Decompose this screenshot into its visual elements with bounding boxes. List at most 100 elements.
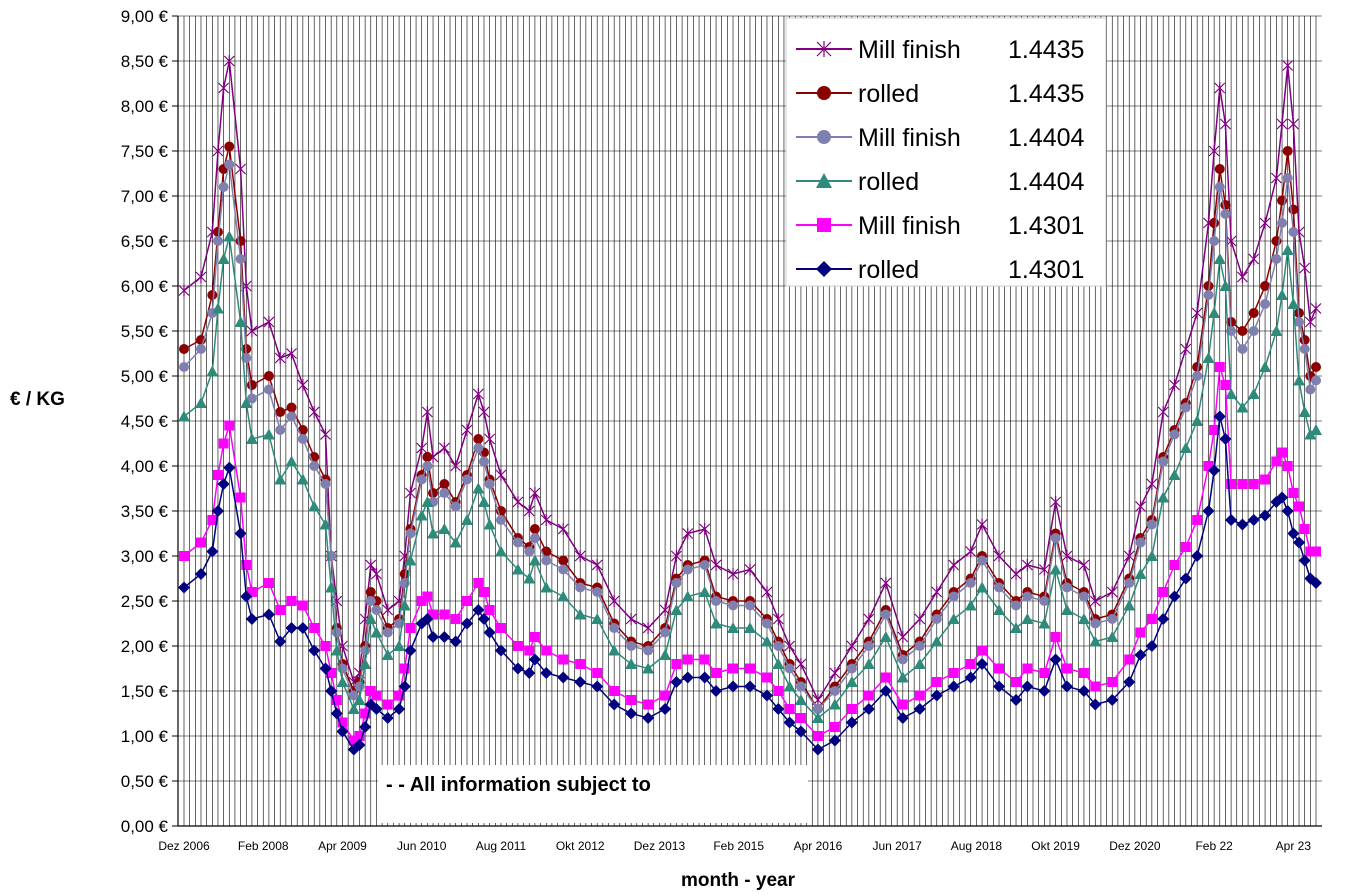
data-point	[1282, 146, 1293, 156]
data-point	[880, 672, 891, 683]
data-point	[1158, 456, 1169, 467]
data-point	[462, 474, 472, 485]
x-tick-label: Dez 2020	[1109, 839, 1161, 853]
data-point	[262, 428, 275, 440]
y-tick-label: 8,50 €	[121, 52, 169, 71]
data-point	[511, 563, 524, 575]
data-point	[1209, 236, 1220, 246]
x-axis: Dez 2006 Feb 2008 Apr 2009 Jun 2010 Aug 2011…	[158, 825, 1322, 853]
data-point	[1089, 698, 1102, 711]
data-point	[224, 141, 235, 152]
data-point	[478, 406, 490, 418]
y-tick-label: 6,00 €	[121, 277, 169, 296]
data-point	[421, 613, 434, 625]
data-point	[1298, 554, 1311, 567]
data-point	[1011, 600, 1022, 611]
data-point	[439, 488, 450, 498]
data-point	[1209, 218, 1220, 228]
data-point	[472, 482, 485, 494]
y-tick-label: 4,00 €	[121, 457, 169, 476]
data-point	[359, 658, 372, 669]
data-point	[234, 527, 247, 540]
data-point	[896, 712, 909, 724]
data-point	[783, 716, 796, 729]
data-point	[784, 663, 795, 674]
data-point	[1311, 546, 1321, 557]
data-point	[1061, 663, 1072, 674]
data-point	[760, 689, 773, 702]
data-point	[591, 680, 604, 693]
data-point	[371, 605, 382, 615]
data-point	[880, 609, 891, 620]
data-point	[381, 712, 394, 724]
data-point	[371, 690, 382, 701]
data-point	[428, 488, 439, 498]
data-point	[896, 671, 909, 683]
data-point	[422, 461, 433, 471]
data-point	[727, 568, 739, 580]
data-point	[1248, 308, 1259, 318]
data-point	[218, 82, 230, 94]
data-point	[309, 623, 320, 633]
data-point	[427, 631, 440, 643]
data-point	[1226, 479, 1237, 489]
data-point	[382, 699, 393, 710]
data-point	[574, 676, 587, 688]
data-point	[1259, 361, 1272, 372]
data-point	[1270, 325, 1283, 336]
data-point	[245, 613, 258, 625]
data-point	[428, 609, 439, 620]
data-point	[1276, 491, 1289, 504]
data-point	[246, 380, 257, 390]
legend-marker	[816, 261, 832, 277]
data-point	[541, 645, 552, 656]
data-point	[364, 613, 377, 624]
data-point	[473, 443, 484, 453]
data-point	[461, 617, 473, 630]
data-point	[948, 591, 959, 602]
data-point	[217, 253, 230, 264]
data-point	[285, 622, 298, 634]
data-point	[415, 509, 428, 521]
data-point	[1134, 649, 1147, 661]
data-point	[308, 500, 321, 512]
data-point	[1157, 613, 1170, 625]
data-point	[473, 578, 484, 588]
data-point	[1298, 406, 1311, 417]
data-point	[642, 712, 655, 724]
data-point	[976, 518, 988, 531]
data-point	[241, 560, 252, 570]
data-point	[1106, 586, 1118, 598]
data-point	[977, 555, 988, 566]
data-point	[744, 563, 756, 576]
data-point	[880, 577, 892, 589]
data-point	[494, 545, 507, 557]
data-point	[1299, 335, 1310, 345]
data-point	[931, 586, 943, 598]
data-point	[660, 627, 671, 638]
data-point	[461, 424, 473, 436]
x-tick-label: Feb 2015	[713, 839, 764, 853]
data-point	[337, 717, 348, 728]
data-point	[297, 379, 309, 391]
data-point	[1311, 362, 1321, 372]
y-axis-title: € / KG	[10, 389, 65, 410]
data-point	[1236, 518, 1249, 531]
data-point	[212, 227, 223, 237]
data-point	[591, 613, 604, 624]
data-point	[449, 536, 462, 548]
data-point	[1237, 344, 1248, 354]
y-tick-label: 8,00 €	[121, 97, 169, 116]
x-tick-label: Jun 2010	[397, 839, 447, 853]
data-point	[1169, 560, 1180, 570]
data-point	[897, 654, 908, 665]
data-point	[862, 658, 875, 669]
data-point	[511, 662, 524, 675]
data-point	[450, 501, 461, 512]
data-point	[625, 613, 637, 625]
data-point	[772, 613, 784, 625]
data-point	[794, 694, 807, 705]
data-point	[274, 352, 286, 364]
data-point	[421, 406, 433, 418]
